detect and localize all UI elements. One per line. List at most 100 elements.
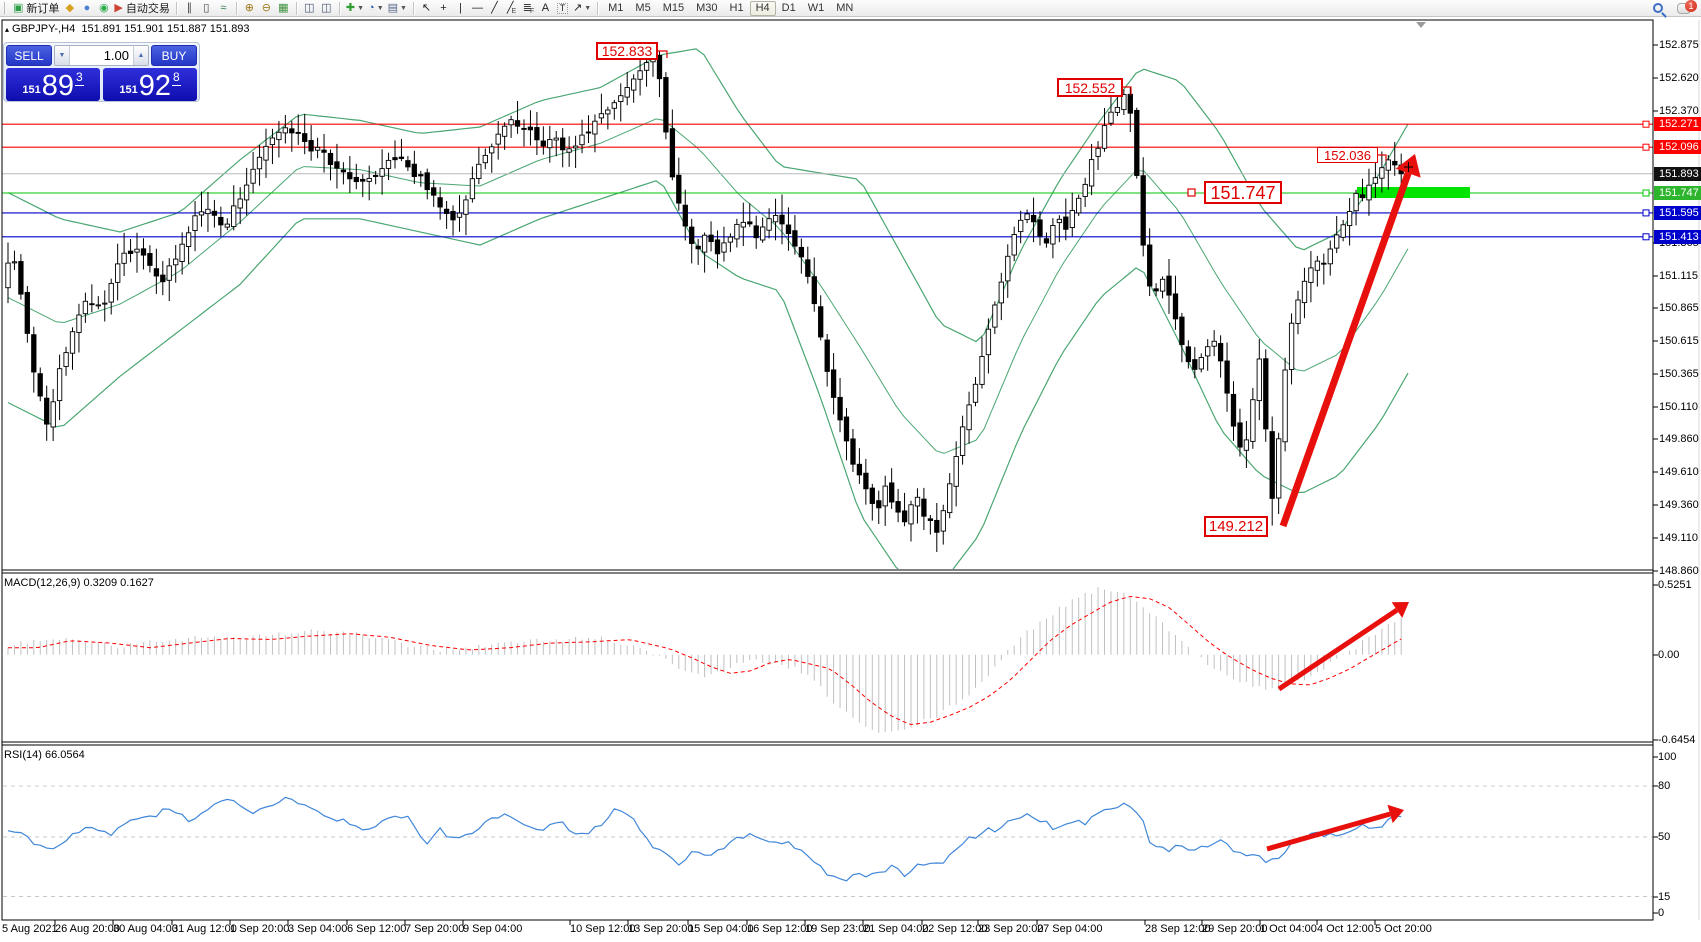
support-line-2-handle[interactable] xyxy=(1642,233,1650,241)
annotation-price-label[interactable]: 151.747 xyxy=(1204,181,1282,204)
resistance-line-1-handle[interactable] xyxy=(1642,120,1650,128)
sell-button[interactable]: SELL xyxy=(6,45,52,66)
buy-button[interactable]: BUY xyxy=(151,45,197,66)
arrows-button[interactable]: ↗ ▼ xyxy=(571,1,593,16)
cursor-button[interactable]: ↖ xyxy=(418,1,435,16)
cursor-icon: ↖ xyxy=(421,1,432,14)
resistance-line-2-handle[interactable] xyxy=(1642,143,1650,151)
annotation-price-label[interactable]: 149.212 xyxy=(1204,516,1268,537)
annotation-price-label[interactable]: 152.833 xyxy=(596,42,658,60)
crosshair-mark xyxy=(1404,162,1413,172)
horizontal-line-button[interactable]: — xyxy=(469,1,486,16)
trend-arrow-main[interactable] xyxy=(1279,154,1421,528)
community-icon-icon: ● xyxy=(83,1,91,14)
timeframe-m5-button[interactable]: M5 xyxy=(635,2,651,14)
letter-badge: E xyxy=(511,7,517,15)
fibonacci-icon: ≣ xyxy=(522,1,532,14)
arrows-icon: ↗ xyxy=(572,1,583,14)
zoom-out-button[interactable]: ⊖ xyxy=(258,1,275,16)
annotation-price-label[interactable]: 152.036 xyxy=(1317,147,1378,163)
chart-symbol-header: ▴ GBPJPY-,H4 151.891 151.901 151.887 151.… xyxy=(5,23,250,35)
add-indicator-button[interactable]: ✚ ▼ xyxy=(344,1,366,16)
timeframe-w1-button[interactable]: W1 xyxy=(807,2,825,14)
indicator-subwindow-button[interactable]: ◫ xyxy=(318,1,335,16)
candlestick-chart-button[interactable]: ▯ xyxy=(198,1,215,16)
crosshair-button[interactable]: + xyxy=(435,1,452,16)
buy-price-point: 8 xyxy=(171,70,181,86)
autotrading-button[interactable]: ▶ 自动交易 xyxy=(112,1,171,16)
sell-price-base: 151 xyxy=(22,84,41,96)
new-indicator-window-icon: ◫ xyxy=(304,1,315,14)
bar-chart-button[interactable]: ∥ xyxy=(181,1,198,16)
buy-price-display[interactable]: 151 92 8 xyxy=(103,68,197,101)
annotation-connector xyxy=(1378,154,1387,161)
sell-price-pips: 89 xyxy=(41,70,74,103)
bar-chart-icon: ∥ xyxy=(186,1,193,14)
volume-stepper: ▼ ▲ xyxy=(54,45,149,66)
templates-button[interactable]: ▤ ▼ xyxy=(386,1,409,16)
vertical-line-icon: | xyxy=(459,1,462,14)
timeframe-h1-button[interactable]: H1 xyxy=(729,2,744,14)
chart-profile-icon[interactable]: ◆ xyxy=(61,1,78,16)
volume-input[interactable] xyxy=(70,46,133,65)
equidistant-channel-button[interactable]: ╱ E xyxy=(503,1,520,16)
trend-arrow-macd[interactable] xyxy=(1277,602,1409,692)
signals-icon[interactable]: ◉ xyxy=(95,1,112,16)
tile-windows-button[interactable]: ▦ xyxy=(275,1,292,16)
trendline-icon: ╱ xyxy=(491,1,498,14)
search-icon[interactable] xyxy=(1653,3,1663,13)
indicator-subwindow-icon: ◫ xyxy=(321,1,332,14)
trend-arrow-rsi[interactable] xyxy=(1266,804,1404,852)
pivot-line-handle[interactable] xyxy=(1642,189,1650,197)
caret-down-icon: ▼ xyxy=(376,4,384,12)
toolbar: ▣ 新订单 ◆ ● ◉ ▶ 自动交易 ∥ ▯ ≈ ⊕ ⊖ ▦ ◫ ◫ ✚ ▼ ◔ ▼ ▤ ▼ ↖ + | — ╱ ╱ E ≣ F A T ↗ ▼ M… xyxy=(0,0,1701,17)
timeframe-m15-button[interactable]: M15 xyxy=(662,2,685,14)
vertical-line-button[interactable]: | xyxy=(452,1,469,16)
caret-down-icon: ▼ xyxy=(400,4,407,12)
ohlc-values: 151.891 151.901 151.887 151.893 xyxy=(81,23,250,35)
text-button[interactable]: A xyxy=(537,1,554,16)
symbol-period-label: GBPJPY-,H4 xyxy=(12,23,76,35)
annotation-handle[interactable] xyxy=(1187,188,1196,197)
buy-price-pips: 92 xyxy=(138,70,171,103)
bollinger-middle-band xyxy=(7,118,1409,454)
periods-button[interactable]: ◔ ▼ xyxy=(366,1,386,16)
text-icon: A xyxy=(541,1,550,14)
timeframe-m1-button[interactable]: M1 xyxy=(608,2,624,14)
volume-decrease-button[interactable]: ▼ xyxy=(55,46,70,65)
new-order-button-label: 新订单 xyxy=(26,3,60,15)
support-line-1-handle[interactable] xyxy=(1642,209,1650,217)
bollinger-upper-band xyxy=(7,48,1409,343)
timeframe-h4-button[interactable]: H4 xyxy=(749,0,776,16)
macd-indicator-label: MACD(12,26,9) 0.3209 0.1627 xyxy=(4,577,154,589)
text-label-button[interactable]: T xyxy=(554,1,571,16)
chart-collapse-icon[interactable]: ▴ xyxy=(5,25,10,34)
buy-price-base: 151 xyxy=(119,84,138,96)
letter-badge: F xyxy=(529,7,535,15)
rsi-line xyxy=(7,796,1402,882)
new-order-button[interactable]: ▣ 新订单 xyxy=(11,1,61,16)
templates-icon: ▤ xyxy=(387,1,399,14)
chart-shift-marker[interactable] xyxy=(1416,22,1426,28)
chat-icon[interactable]: 1 xyxy=(1677,0,1697,14)
trendline-button[interactable]: ╱ xyxy=(486,1,503,16)
crosshair-icon: + xyxy=(440,1,447,14)
green-highlight-rect[interactable] xyxy=(1357,187,1470,198)
chart-profile-icon-icon: ◆ xyxy=(65,1,75,14)
line-chart-button[interactable]: ≈ xyxy=(215,1,232,16)
line-chart-icon: ≈ xyxy=(220,1,227,14)
timeframe-mn-button[interactable]: MN xyxy=(836,2,854,14)
timeframe-d1-button[interactable]: D1 xyxy=(781,2,796,14)
bollinger-lower-band xyxy=(7,180,1409,569)
autotrading-icon: ▶ xyxy=(114,1,123,14)
annotation-price-label[interactable]: 152.552 xyxy=(1057,78,1123,97)
community-icon[interactable]: ● xyxy=(78,1,95,16)
fibonacci-button[interactable]: ≣ F xyxy=(520,1,537,16)
new-indicator-window-button[interactable]: ◫ xyxy=(301,1,318,16)
timeframe-m30-button[interactable]: M30 xyxy=(696,2,718,14)
volume-increase-button[interactable]: ▲ xyxy=(133,46,148,65)
sell-price-display[interactable]: 151 89 3 xyxy=(6,68,100,101)
zoom-in-button[interactable]: ⊕ xyxy=(241,1,258,16)
